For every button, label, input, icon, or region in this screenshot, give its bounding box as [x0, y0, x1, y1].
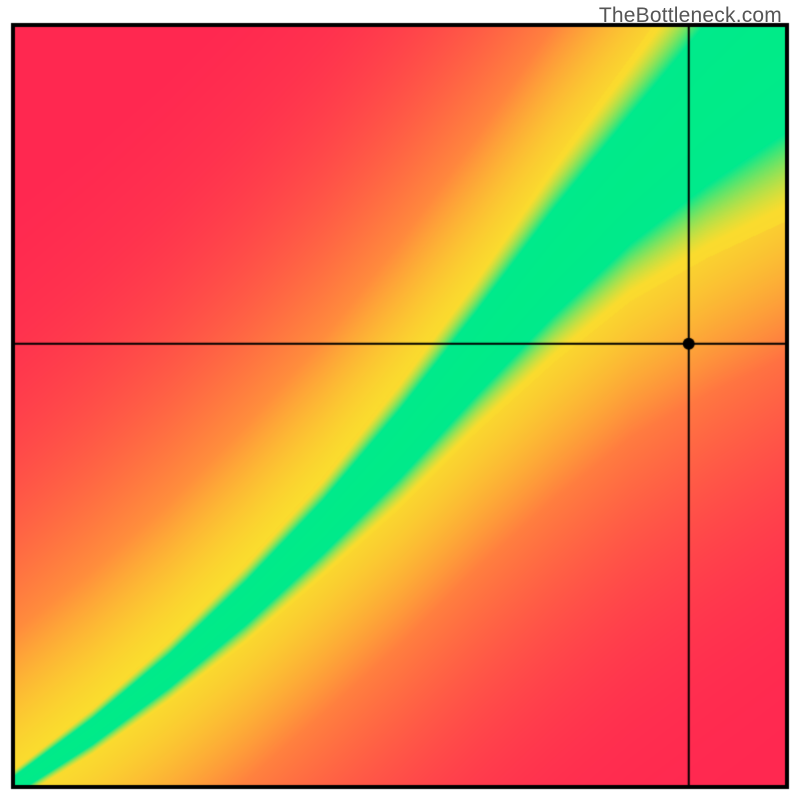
chart-container: TheBottleneck.com — [0, 0, 800, 800]
bottleneck-heatmap-canvas — [0, 0, 800, 800]
watermark-text: TheBottleneck.com — [599, 4, 782, 28]
